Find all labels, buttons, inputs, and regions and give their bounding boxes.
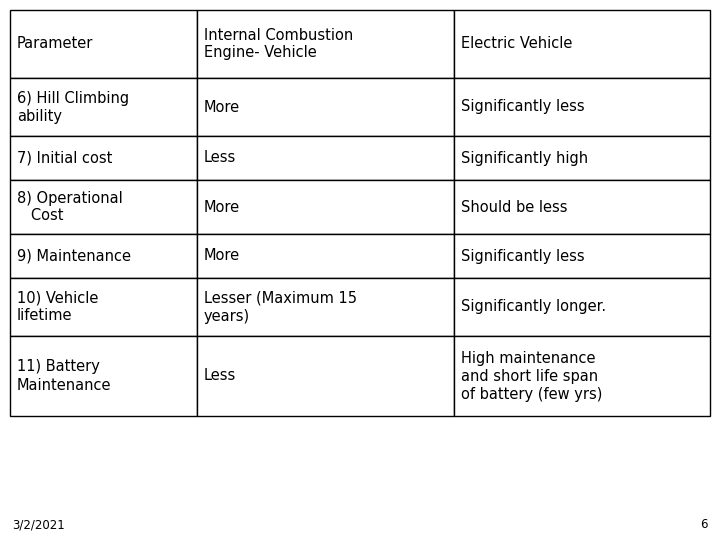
Bar [10,10,197,78]
Bar [10,180,197,234]
Text: Less: Less [204,368,236,383]
Bar [197,234,454,278]
Bar [454,278,710,336]
Bar [197,10,454,78]
Bar [10,136,197,180]
Bar [197,78,454,136]
Text: Internal Combustion
Engine- Vehicle: Internal Combustion Engine- Vehicle [204,28,353,60]
Text: Electric Vehicle: Electric Vehicle [461,37,572,51]
Bar [454,10,710,78]
Text: 6) Hill Climbing
ability: 6) Hill Climbing ability [17,91,129,124]
Text: More: More [204,248,240,264]
Text: High maintenance
and short life span
of battery (few yrs): High maintenance and short life span of … [461,350,602,402]
Bar [10,336,197,416]
Bar [10,78,197,136]
Bar [454,336,710,416]
Text: Should be less: Should be less [461,199,567,214]
Text: 10) Vehicle
lifetime: 10) Vehicle lifetime [17,291,99,323]
Text: 3/2/2021: 3/2/2021 [12,518,65,531]
Bar [197,278,454,336]
Text: Less: Less [204,151,236,165]
Text: Parameter: Parameter [17,37,94,51]
Bar [197,336,454,416]
Bar [10,278,197,336]
Bar [197,136,454,180]
Bar [454,136,710,180]
Text: 9) Maintenance: 9) Maintenance [17,248,131,264]
Text: More: More [204,199,240,214]
Text: 6: 6 [701,518,708,531]
Text: 8) Operational
   Cost: 8) Operational Cost [17,191,122,224]
Text: Significantly longer.: Significantly longer. [461,300,606,314]
Text: More: More [204,99,240,114]
Bar [454,234,710,278]
Text: Significantly less: Significantly less [461,99,585,114]
Text: Significantly less: Significantly less [461,248,585,264]
Bar [454,78,710,136]
Text: Significantly high: Significantly high [461,151,588,165]
Bar [454,180,710,234]
Text: Lesser (Maximum 15
years): Lesser (Maximum 15 years) [204,291,357,323]
Bar [10,234,197,278]
Text: 11) Battery
Maintenance: 11) Battery Maintenance [17,360,112,393]
Bar [197,180,454,234]
Text: 7) Initial cost: 7) Initial cost [17,151,112,165]
